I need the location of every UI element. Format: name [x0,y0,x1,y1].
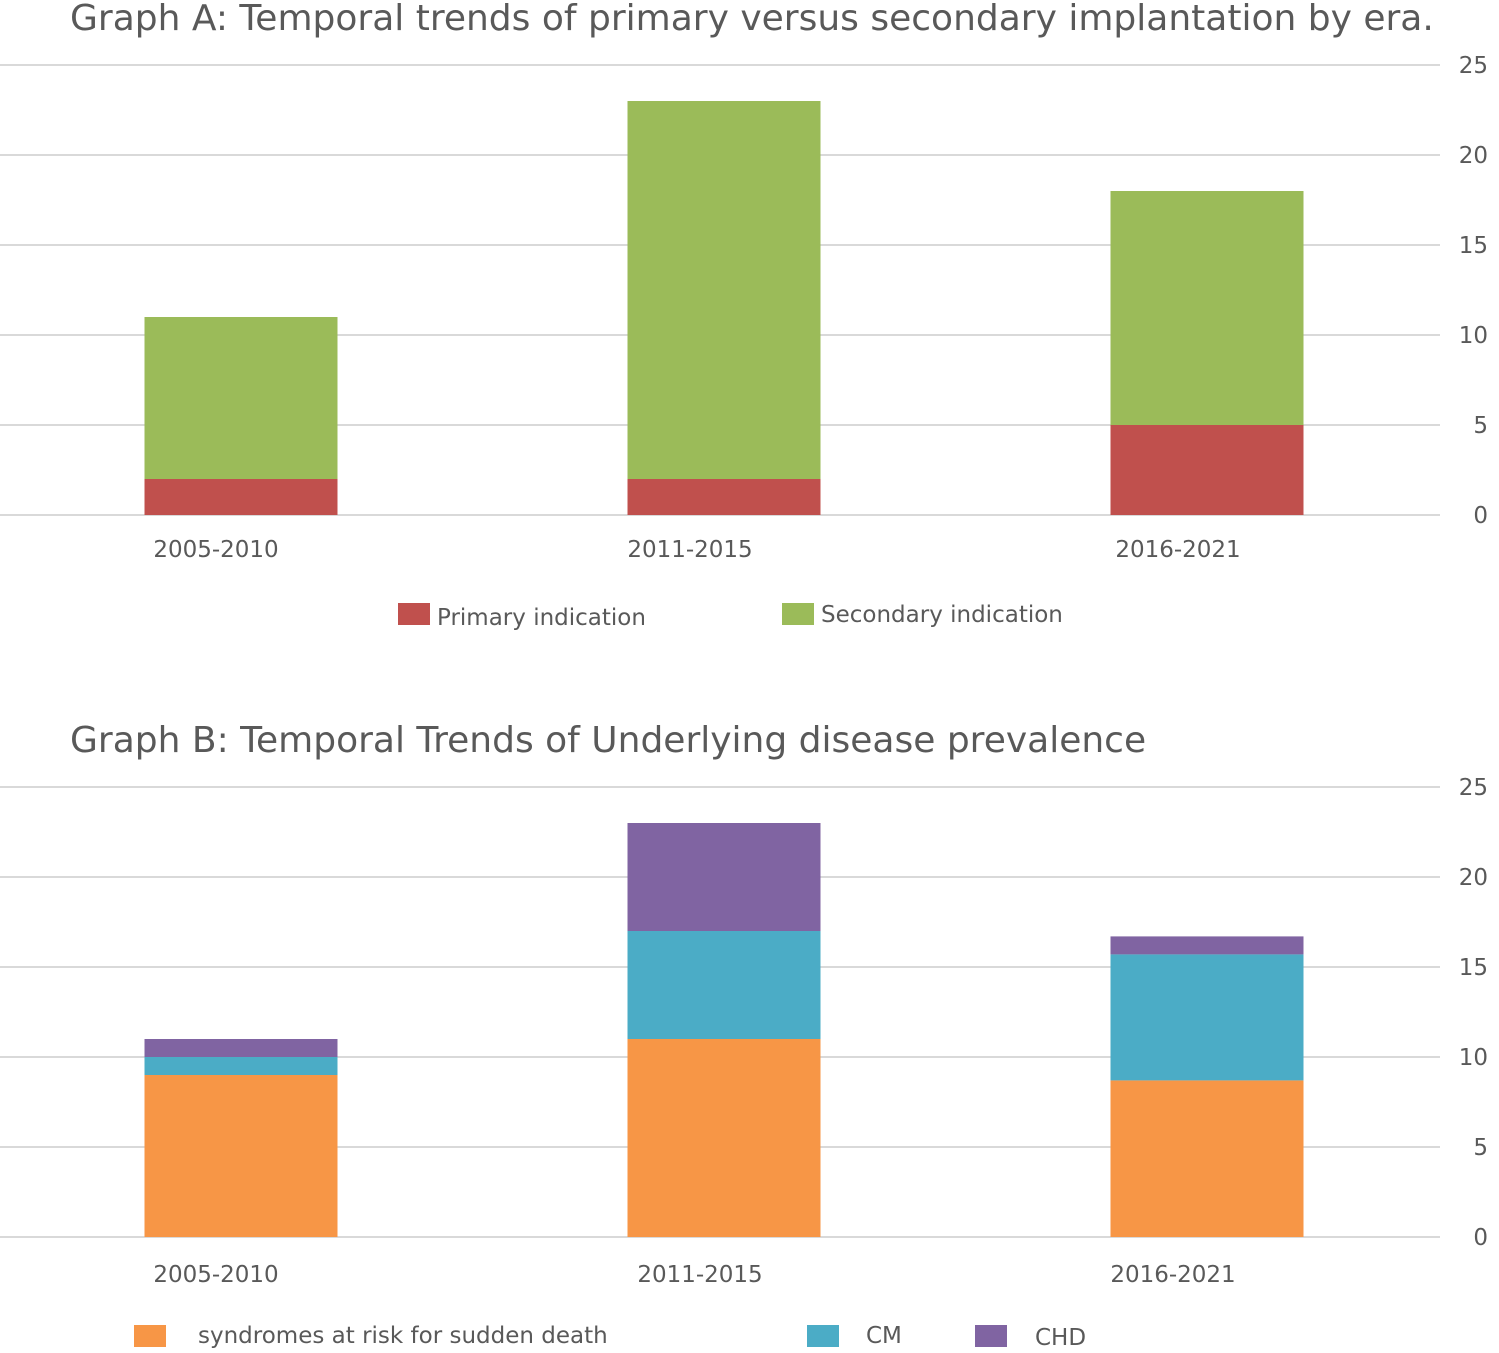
chart-title: Graph A: Temporal trends of primary vers… [70,0,1434,39]
y-tick-label: 0 [1473,1225,1488,1251]
x-category-label: 2016-2021 [1115,537,1240,563]
bar-cm-2016-2021 [1110,954,1304,1081]
bar-chd-2016-2021 [1110,936,1304,955]
legend-label: CM [866,1323,902,1348]
x-category-label: 2005-2010 [153,537,278,563]
legend-swatch [134,1325,166,1347]
x-category-label: 2011-2015 [637,1262,762,1288]
bar-chd-2011-2015 [627,823,821,931]
bar-secondary-indication-2005-2010 [144,317,338,479]
bar-chd-2005-2010 [144,1039,338,1057]
y-tick-label: 0 [1473,503,1488,529]
bar-syndromes-at-risk-for-sudden-death-2005-2010 [144,1075,338,1237]
y-tick-label: 5 [1473,1135,1488,1161]
legend-label: CHD [1035,1325,1086,1348]
y-tick-label: 5 [1473,413,1488,439]
y-tick-label: 20 [1459,865,1488,891]
y-tick-label: 25 [1459,53,1488,79]
x-category-label: 2011-2015 [627,537,752,563]
x-category-label: 2016-2021 [1110,1262,1235,1288]
y-tick-label: 10 [1459,1045,1488,1071]
legend-swatch [398,603,430,625]
y-tick-label: 15 [1459,955,1488,981]
bar-secondary-indication-2011-2015 [627,101,821,479]
bar-secondary-indication-2016-2021 [1110,191,1304,425]
legend-swatch [782,603,814,625]
legend-label: Primary indication [437,605,646,631]
bar-syndromes-at-risk-for-sudden-death-2011-2015 [627,1039,821,1237]
y-tick-label: 20 [1459,143,1488,169]
y-tick-label: 25 [1459,775,1488,801]
y-tick-label: 15 [1459,233,1488,259]
legend-swatch [975,1325,1007,1347]
y-tick-label: 10 [1459,323,1488,349]
chart-title: Graph B: Temporal Trends of Underlying d… [70,720,1146,761]
bar-primary-indication-2016-2021 [1110,425,1304,515]
legend-label: syndromes at risk for sudden death [198,1323,608,1348]
bar-cm-2005-2010 [144,1057,338,1075]
x-category-label: 2005-2010 [153,1262,278,1288]
bar-primary-indication-2011-2015 [627,479,821,515]
bar-syndromes-at-risk-for-sudden-death-2016-2021 [1110,1080,1304,1237]
legend-label: Secondary indication [821,602,1063,628]
legend-swatch [807,1325,839,1347]
bar-cm-2011-2015 [627,931,821,1039]
bar-primary-indication-2005-2010 [144,479,338,515]
